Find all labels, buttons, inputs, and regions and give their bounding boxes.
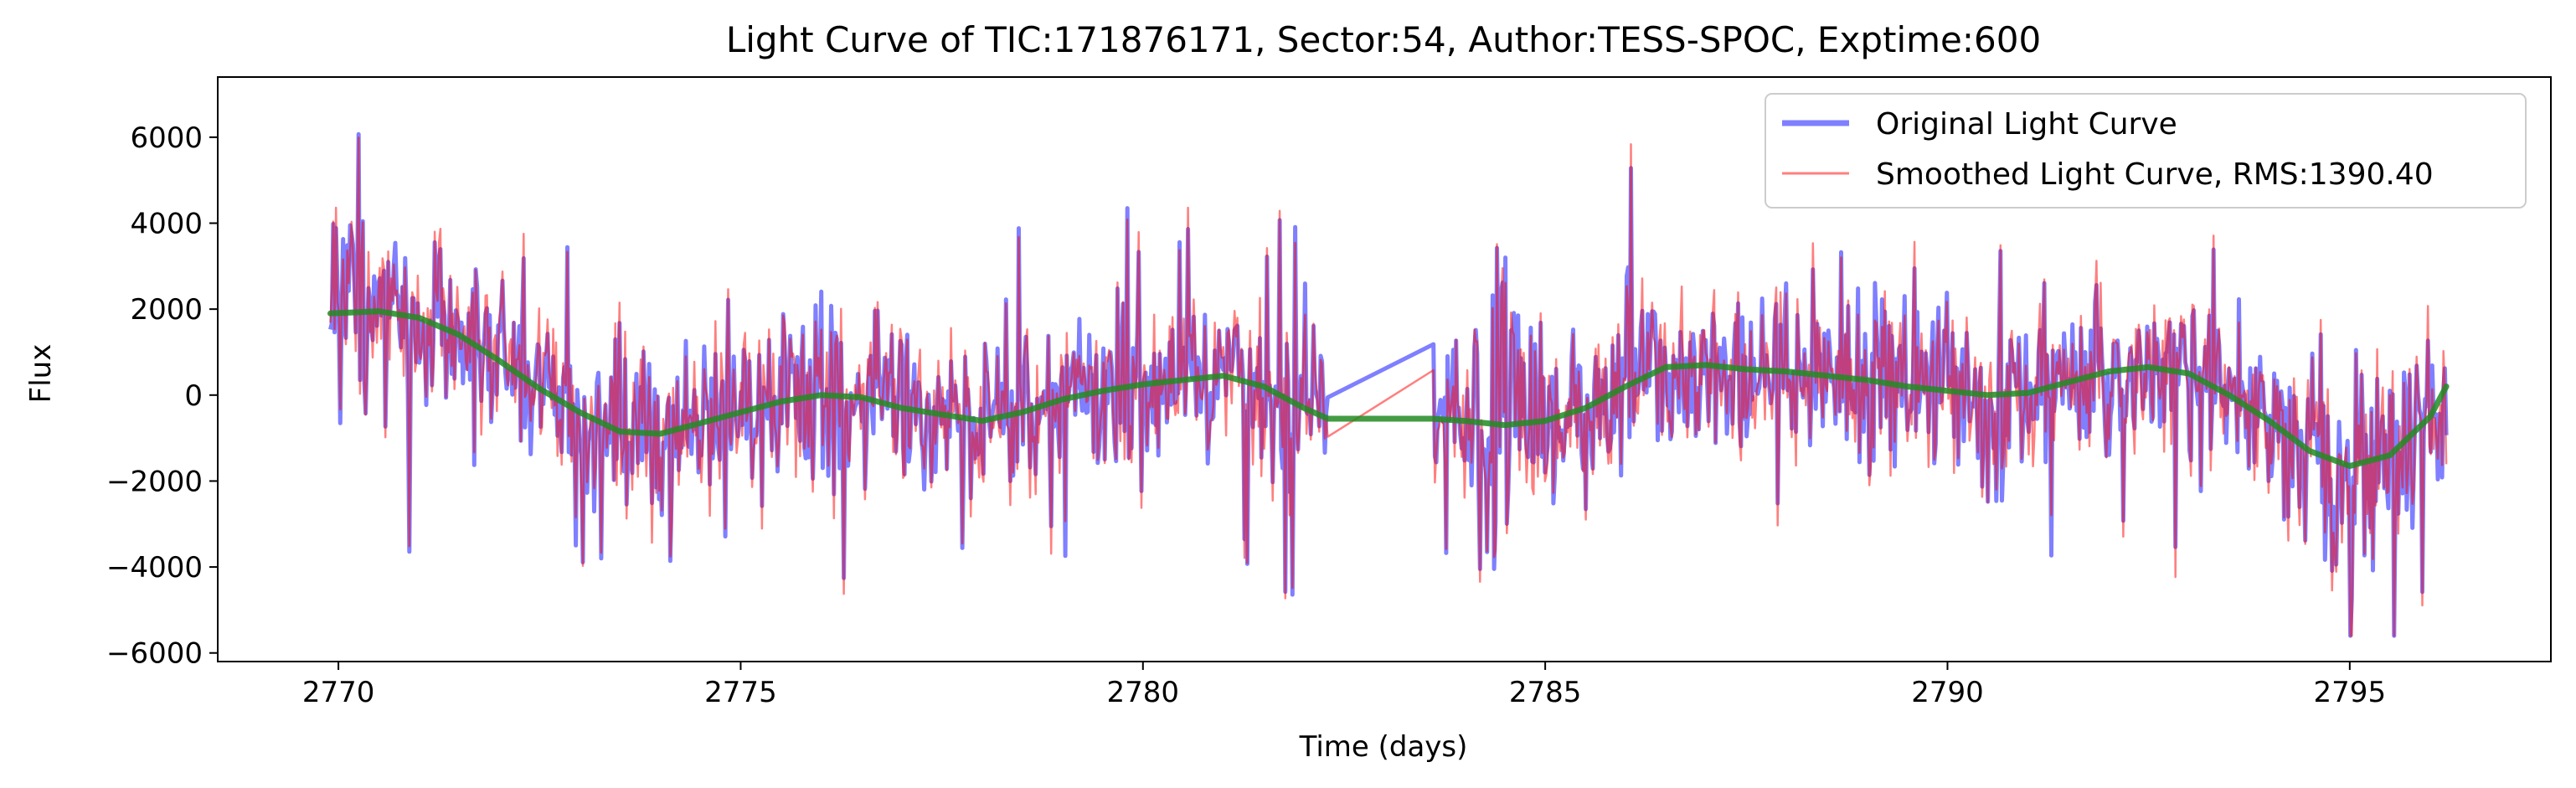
- series-original-light-curve: [328, 131, 2449, 638]
- y-tick-label: −2000: [106, 465, 203, 498]
- x-tick-label: 2770: [302, 676, 375, 709]
- y-tick-label: 2000: [130, 293, 203, 327]
- legend-label-original: Original Light Curve: [1876, 107, 2177, 142]
- legend: Original Light Curve Smoothed Light Curv…: [1765, 93, 2527, 209]
- y-tick-label: −6000: [106, 637, 203, 671]
- y-tick-label: 4000: [130, 208, 203, 241]
- x-tick-label: 2780: [1107, 676, 1180, 709]
- x-tick-label: 2785: [1509, 676, 1582, 709]
- y-tick-label: 0: [184, 379, 203, 413]
- x-tick-label: 2795: [2314, 676, 2387, 709]
- chart-title: Light Curve of TIC:171876171, Sector:54,…: [726, 19, 2041, 60]
- plot-area: [327, 131, 2450, 638]
- y-axis-label: Flux: [24, 344, 58, 404]
- legend-label-smoothed: Smoothed Light Curve, RMS:1390.40: [1876, 157, 2434, 192]
- legend-box: [1765, 93, 2527, 209]
- x-tick-label: 2775: [704, 676, 777, 709]
- axis-ticks: 2770 2775 2780 2785 2790 2795 −6000 −4000 −2000 0…: [106, 121, 2386, 709]
- series-trend-curve: [327, 308, 2450, 469]
- plot-frame: [217, 76, 2552, 662]
- y-tick-label: −4000: [106, 551, 203, 585]
- y-tick-label: 6000: [130, 121, 203, 155]
- x-axis-label: Time (days): [1299, 730, 1468, 764]
- x-tick-label: 2790: [1911, 676, 1984, 709]
